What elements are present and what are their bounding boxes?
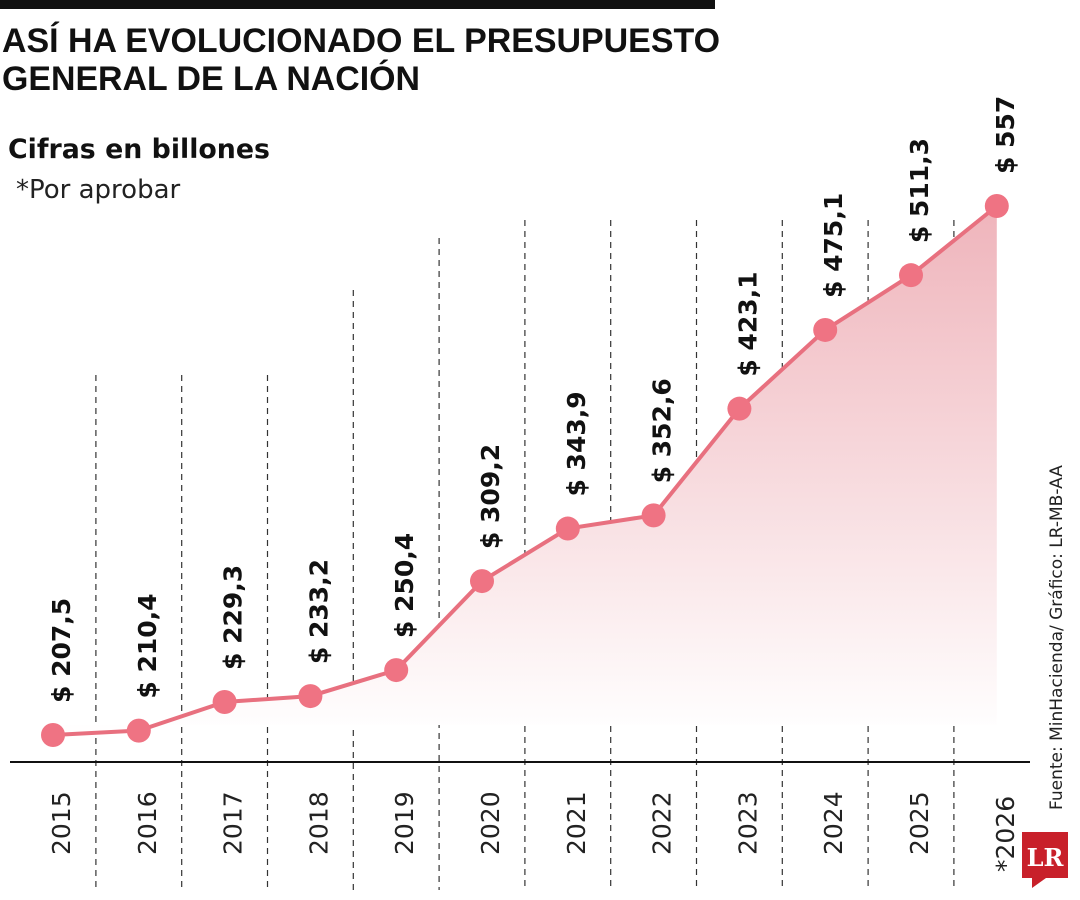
note: *Por aprobar [16,175,181,205]
data-point [555,516,580,541]
year-label: 2017 [219,791,248,855]
points [41,193,1009,747]
area-fill [53,205,997,735]
value-label: $ 511,3 [905,138,934,243]
year-label: *2026 [991,796,1020,872]
value-label: $ 343,9 [562,391,591,496]
value-label: $ 423,1 [733,271,762,376]
year-label: 2023 [733,791,762,855]
data-point [298,684,323,709]
top-bar [0,0,715,9]
year-labels: 2015 2016 2017 2018 2019 2020 2021 2022 2023 2024… [47,791,1020,872]
title-line-1: ASÍ HA EVOLUCIONADO EL PRESUPUESTO [2,22,720,60]
title-line-2: GENERAL DE LA NACIÓN [2,60,420,98]
data-point [212,690,237,715]
data-point [470,569,494,594]
data-point [384,658,409,683]
value-label: $ 309,2 [476,444,505,549]
data-point [813,317,838,342]
series-line [52,204,999,737]
data-point [984,193,1009,218]
value-label: $ 233,2 [304,559,333,664]
value-label: $ 207,5 [47,598,76,703]
subtitle: Cifras en billones [8,134,270,165]
value-label: $ 352,6 [648,378,677,483]
year-label: 2016 [133,791,162,855]
lr-logo: LR [1022,832,1068,888]
value-label: $ 557 [991,96,1020,174]
value-label: $ 250,4 [390,533,419,638]
year-label: 2022 [648,791,677,855]
year-label: 2021 [562,791,591,855]
year-label: 2020 [476,791,505,855]
value-label: $ 475,1 [819,193,848,298]
year-label: 2024 [819,791,848,855]
year-label: 2025 [905,791,934,855]
data-point [41,723,65,747]
value-label: $ 210,4 [133,593,162,698]
year-label: 2015 [47,791,76,855]
data-point [727,396,752,421]
source-text: Fuente: MinHacienda/ Gráfico: LR-MB-AA [1047,465,1067,810]
logo-text: LR [1027,843,1065,872]
year-label: 2018 [304,791,333,855]
data-point [899,263,923,288]
data-point [126,718,151,743]
year-label: 2019 [390,791,419,855]
data-point [641,503,666,528]
value-labels: $ 207,5 $ 210,4 $ 229,3 $ 233,2 $ 250,4 $ 309… [47,96,1020,703]
value-label: $ 229,3 [219,565,248,670]
